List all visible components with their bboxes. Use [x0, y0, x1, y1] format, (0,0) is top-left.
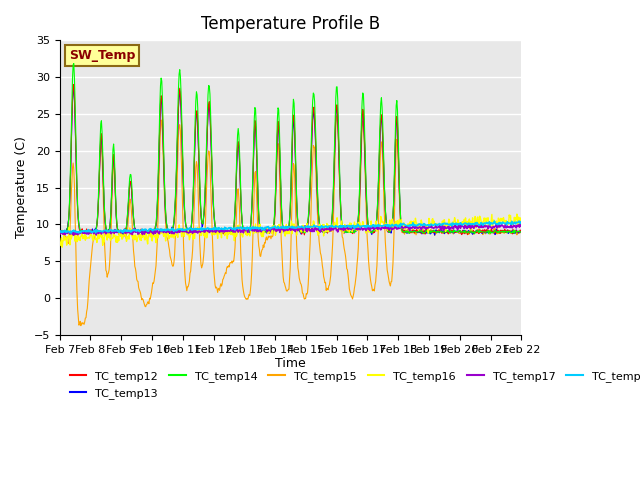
Text: SW_Temp: SW_Temp: [69, 49, 135, 62]
Title: Temperature Profile B: Temperature Profile B: [201, 15, 380, 33]
Legend: TC_temp12, TC_temp13, TC_temp14, TC_temp15, TC_temp16, TC_temp17, TC_temp18: TC_temp12, TC_temp13, TC_temp14, TC_temp…: [65, 367, 640, 403]
Y-axis label: Temperature (C): Temperature (C): [15, 137, 28, 239]
X-axis label: Time: Time: [275, 358, 306, 371]
